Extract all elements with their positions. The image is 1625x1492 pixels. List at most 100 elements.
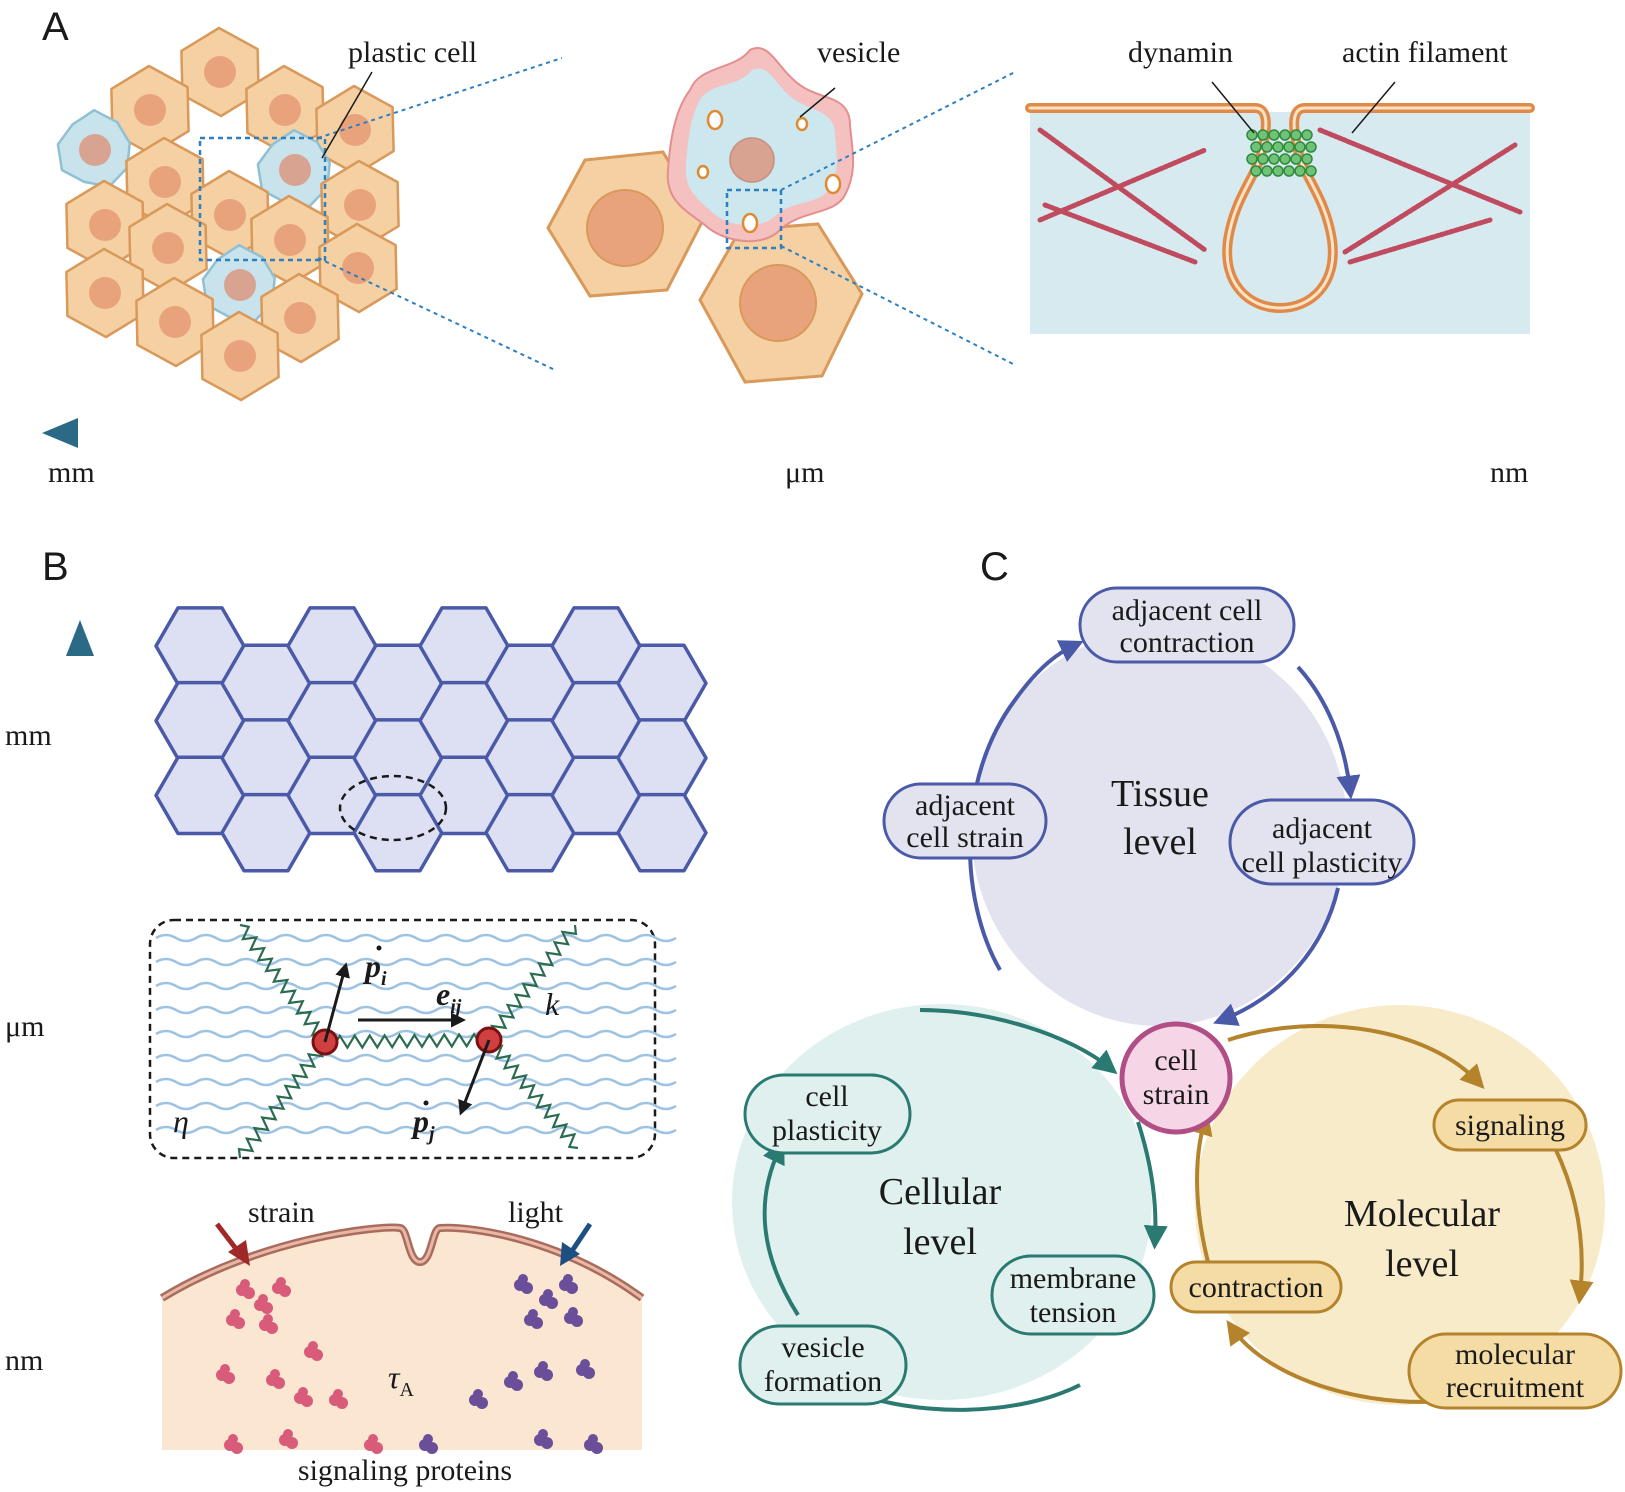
plastic-cell-nucleus <box>729 137 775 183</box>
signaling-text: signaling <box>1455 1109 1565 1142</box>
p-i-sub: i <box>381 968 387 990</box>
adjacent-cell-plasticity-line1: adjacent <box>1272 812 1373 845</box>
vesicle-label: vesicle <box>817 36 900 69</box>
purple-protein <box>476 1397 488 1409</box>
light-label: light <box>508 1196 564 1229</box>
spring <box>487 1039 579 1150</box>
dynamin-bead <box>1257 153 1269 165</box>
molecular-level-title: Molecular <box>1344 1193 1501 1235</box>
pink-protein <box>261 1302 273 1314</box>
viscous-line <box>155 1077 677 1087</box>
vesicle-formation-box <box>738 1324 908 1406</box>
viscous-line <box>155 1005 677 1015</box>
e-ij-symbol: eij <box>436 976 462 1018</box>
nucleus <box>339 114 371 146</box>
vertical-scale-head <box>66 620 94 656</box>
actin-filament <box>1037 127 1208 253</box>
cellular-arc <box>919 1008 1118 1075</box>
viscous-line <box>155 1101 677 1111</box>
pink-protein <box>263 1314 273 1324</box>
pink-protein <box>243 1287 255 1299</box>
dynamin-bead <box>1268 153 1280 165</box>
tau-sub: A <box>399 1379 414 1401</box>
dynamin-bead <box>1305 141 1317 153</box>
nucleus <box>586 189 664 267</box>
cell-strain-line1: cell <box>1154 1044 1197 1077</box>
nucleus <box>224 340 256 372</box>
purple-protein <box>473 1389 483 1399</box>
contraction-text: contraction <box>1189 1271 1324 1304</box>
nucleus <box>159 306 191 338</box>
nucleus <box>214 199 246 231</box>
nucleus <box>204 56 236 88</box>
strain-arrow-head <box>228 1240 250 1266</box>
molecular-recruitment-line1: molecular <box>1455 1338 1575 1371</box>
cell-plasticity-line2: plasticity <box>772 1114 882 1147</box>
vesicle-formation-line2: formation <box>764 1365 882 1398</box>
dynamin-bead <box>1294 165 1306 177</box>
strain-label: strain <box>248 1196 315 1229</box>
k-symbol: k <box>545 986 560 1022</box>
cellular-arc <box>762 1139 800 1317</box>
zoom-line-top <box>780 71 1016 191</box>
p-j: p <box>410 1103 429 1139</box>
tissue-level-circle <box>971 630 1347 1026</box>
nucleus <box>149 166 181 198</box>
purple-protein <box>426 1442 438 1454</box>
molecular-recruitment-box <box>1407 1332 1623 1410</box>
molecular-arc <box>1189 1110 1213 1263</box>
molecular-arc <box>1226 1320 1456 1404</box>
dynamin-bead <box>1290 129 1302 141</box>
viscous-line <box>155 957 677 967</box>
viscous-line <box>155 981 677 991</box>
viscous-line <box>155 1125 677 1135</box>
dynamin-bead <box>1283 165 1295 177</box>
membrane-detail <box>1025 81 1535 334</box>
honeycomb-tissue <box>154 606 708 873</box>
panel-a: A <box>42 5 1545 489</box>
purple-protein <box>528 1309 538 1319</box>
purple-protein <box>538 1361 548 1371</box>
hexagon-cell <box>616 792 708 873</box>
light-arrow-shaft <box>567 1222 593 1256</box>
pink-protein <box>308 1341 318 1351</box>
scale-nm: nm <box>1490 456 1528 489</box>
p-i-dot <box>376 945 382 951</box>
tissue-arc <box>1296 665 1361 800</box>
vesicle-formation-line1: vesicle <box>781 1331 864 1364</box>
adjacent-cell-plasticity-box <box>1228 798 1416 886</box>
nucleus <box>342 252 374 284</box>
molecular-arc <box>1553 1147 1594 1305</box>
adjacent-cell-contraction-line2: contraction <box>1120 626 1255 659</box>
dynamin-bead <box>1272 165 1284 177</box>
cell-cluster <box>546 47 1016 384</box>
spring <box>239 923 328 1043</box>
nucleus <box>284 302 316 334</box>
purple-protein <box>423 1434 433 1444</box>
viscous-line <box>155 1029 677 1039</box>
scale-arrow-head <box>42 418 78 448</box>
purple-protein <box>508 1371 518 1381</box>
signaling-proteins-label: signaling proteins <box>298 1454 512 1487</box>
pink-protein <box>270 1369 280 1379</box>
actin-filament <box>1347 217 1493 265</box>
signaling-box <box>1432 1098 1588 1152</box>
adjacent-cell-contraction-line1: adjacent cell <box>1112 594 1263 627</box>
adjacent-cell-strain-line2: cell strain <box>906 821 1023 854</box>
adjacent-cell-strain-box <box>882 782 1048 860</box>
actin-leader <box>1351 81 1396 134</box>
zoom-line-top <box>317 57 563 139</box>
cellular-level-title: Cellular <box>879 1171 1002 1213</box>
molecular-recruitment-line2: recruitment <box>1446 1371 1585 1404</box>
cellular-arc <box>1136 1121 1168 1250</box>
nucleus <box>344 189 376 221</box>
nucleus <box>269 94 301 126</box>
dynamin-bead <box>1268 129 1280 141</box>
dynamin-bead <box>1246 153 1258 165</box>
panel-c-label: C <box>980 545 1009 589</box>
purple-protein <box>518 1274 528 1284</box>
p-j-dot <box>423 1100 429 1106</box>
viscous-line <box>155 1053 677 1063</box>
cell-strain-node <box>1119 1021 1233 1135</box>
dynamin-bead <box>1261 165 1273 177</box>
